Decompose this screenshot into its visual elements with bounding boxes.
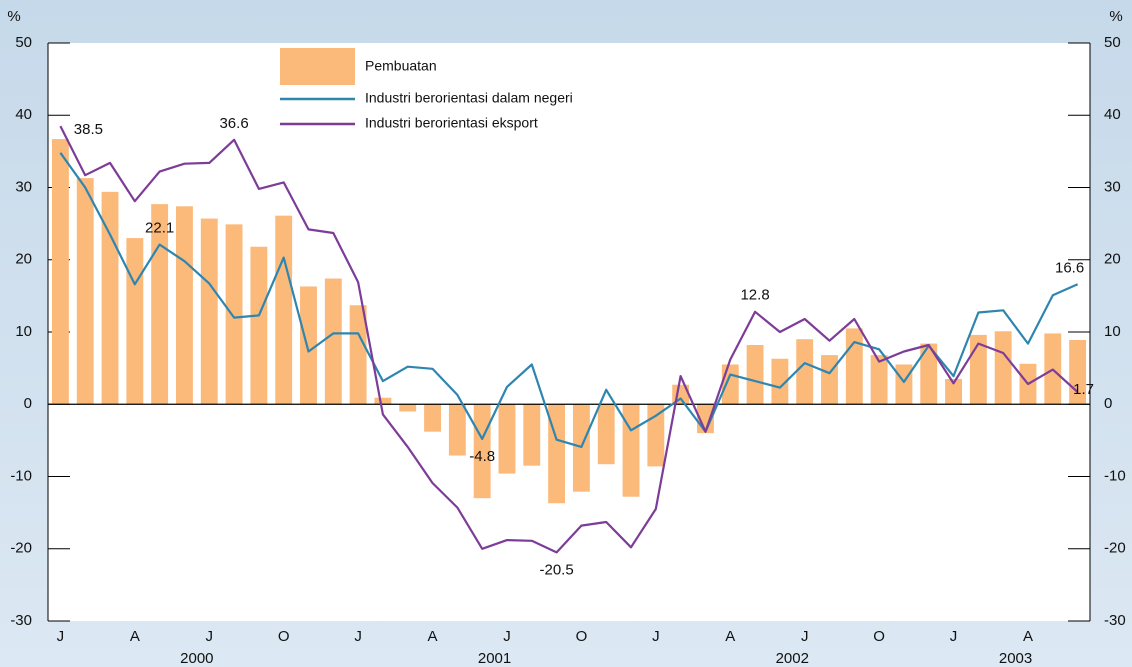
data-label: -4.8 <box>469 448 495 465</box>
y-tick-label: 50 <box>15 34 32 51</box>
bar <box>424 404 441 432</box>
y2-tick-label: 50 <box>1104 34 1121 51</box>
year-label: 2003 <box>999 650 1032 667</box>
data-label: 36.6 <box>219 115 248 132</box>
x-tick-label: A <box>725 628 735 645</box>
y-tick-label: 10 <box>15 323 32 340</box>
x-tick-label: J <box>652 628 660 645</box>
x-tick-label: O <box>278 628 290 645</box>
year-label: 2000 <box>180 650 213 667</box>
data-label: 38.5 <box>74 121 103 138</box>
bar <box>349 305 367 405</box>
data-label: 16.6 <box>1055 259 1084 276</box>
year-label: 2002 <box>776 650 809 667</box>
x-tick-label: A <box>130 628 140 645</box>
y2-tick-label: 30 <box>1104 178 1121 195</box>
plot-area <box>48 43 1090 621</box>
bar <box>51 139 69 405</box>
bar <box>597 404 615 465</box>
y2-unit: % <box>1109 8 1122 25</box>
legend-swatch <box>280 48 355 85</box>
line <box>59 125 1079 554</box>
bar <box>250 246 268 405</box>
bar <box>721 364 739 405</box>
y-tick-label: -10 <box>10 467 32 484</box>
bar <box>845 328 863 405</box>
bar <box>945 378 962 405</box>
bar <box>796 339 814 405</box>
legend-label: Pembuatan <box>365 58 437 74</box>
x-tick-label: O <box>873 628 885 645</box>
legend-label: Industri berorientasi dalam negeri <box>365 90 573 106</box>
data-label: -20.5 <box>539 561 573 578</box>
data-label: 12.8 <box>740 287 769 304</box>
bar <box>647 404 665 467</box>
bar <box>746 345 764 405</box>
bar <box>399 404 417 412</box>
bar <box>151 204 169 405</box>
legend-label: Industri berorientasi eksport <box>365 115 538 131</box>
bar <box>275 215 293 405</box>
bar <box>126 238 144 405</box>
y-tick-label: 30 <box>15 178 32 195</box>
bar <box>870 355 888 405</box>
data-label: 22.1 <box>145 220 174 237</box>
y2-tick-label: 40 <box>1104 106 1121 123</box>
y2-tick-label: -20 <box>1104 540 1126 557</box>
bar <box>895 364 913 405</box>
bar <box>771 358 789 405</box>
bar <box>300 286 317 405</box>
bar <box>920 343 938 405</box>
y-tick-label: 40 <box>15 106 32 123</box>
bar <box>523 404 541 466</box>
data-label: 1.7 <box>1073 381 1094 398</box>
bar <box>76 178 94 405</box>
x-tick-label: J <box>801 628 809 645</box>
x-tick-label: J <box>354 628 362 645</box>
x-tick-label: O <box>576 628 588 645</box>
y-tick-label: 20 <box>15 251 32 268</box>
y-unit: % <box>7 8 20 25</box>
y2-tick-label: -10 <box>1104 467 1126 484</box>
y-tick-label: 0 <box>24 395 32 412</box>
bar <box>994 331 1012 405</box>
x-tick-label: A <box>428 628 438 645</box>
y-tick-label: -20 <box>10 540 32 557</box>
y2-tick-label: 10 <box>1104 323 1121 340</box>
y2-tick-label: 0 <box>1104 395 1112 412</box>
x-tick-label: J <box>950 628 958 645</box>
x-tick-label: A <box>1023 628 1033 645</box>
bar <box>225 224 243 405</box>
bar <box>622 404 640 497</box>
x-tick-label: J <box>57 628 65 645</box>
bar <box>821 355 838 405</box>
x-tick-label: J <box>206 628 214 645</box>
y2-tick-label: 20 <box>1104 251 1121 268</box>
y2-tick-label: -30 <box>1104 612 1126 629</box>
bar <box>324 278 342 405</box>
year-label: 2001 <box>478 650 511 667</box>
bar <box>374 397 392 405</box>
y-tick-label: -30 <box>10 612 32 629</box>
bar <box>200 218 218 405</box>
bar <box>498 404 516 474</box>
bar <box>448 404 466 456</box>
line <box>59 152 1079 448</box>
bar <box>176 206 193 405</box>
x-tick-label: J <box>503 628 511 645</box>
